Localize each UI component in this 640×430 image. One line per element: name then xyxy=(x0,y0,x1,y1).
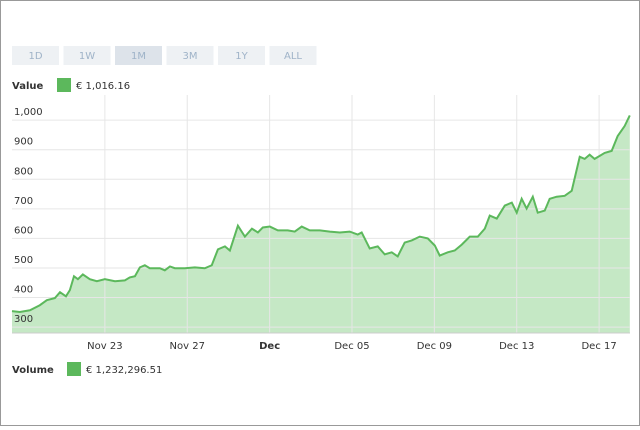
range-button[interactable] xyxy=(166,46,214,65)
x-tick-label: Nov 27 xyxy=(170,341,205,352)
range-button[interactable] xyxy=(63,46,111,65)
range-button-label[interactable]: 1Y xyxy=(235,51,248,62)
y-tick-label: 300 xyxy=(14,314,33,325)
value-line xyxy=(11,114,631,314)
range-button[interactable] xyxy=(12,46,59,65)
range-buttons: 1D 1W 1M 3M 1Y ALL xyxy=(12,46,317,65)
range-button-label[interactable]: 3M xyxy=(183,51,198,62)
plot: Nov 23 Nov 27 Dec Dec 05 Dec 09 Dec 13 Dec 17 3… xyxy=(11,95,631,352)
x-tick-label: Dec 09 xyxy=(417,341,452,352)
x-tick-label: Dec 17 xyxy=(581,341,616,352)
range-button-label[interactable]: 1W xyxy=(79,51,95,62)
value-swatch xyxy=(57,78,71,92)
y-tick-label: 1,000 xyxy=(14,107,43,118)
range-button-label[interactable]: ALL xyxy=(284,51,302,62)
range-button-label[interactable]: 1D xyxy=(28,51,42,62)
x-tick-label: Dec 05 xyxy=(334,341,369,352)
area-fill xyxy=(12,115,630,334)
x-tick-label: Dec xyxy=(259,341,280,352)
x-tick-label: Nov 23 xyxy=(87,341,122,352)
value-label: Value xyxy=(12,81,43,92)
x-tick-label: Dec 13 xyxy=(499,341,534,352)
range-button-label[interactable]: 1M xyxy=(131,51,146,62)
y-tick-label: 800 xyxy=(14,166,33,177)
range-button[interactable] xyxy=(115,46,162,65)
y-tick-label: 500 xyxy=(14,255,33,266)
volume-display: € 1,232,296.51 xyxy=(86,365,162,376)
y-tick-label: 600 xyxy=(14,225,33,236)
y-tick-label: 900 xyxy=(14,137,33,148)
range-button[interactable] xyxy=(218,46,265,65)
value-display: € 1,016.16 xyxy=(76,81,130,92)
volume-swatch xyxy=(67,362,81,376)
range-button[interactable] xyxy=(269,46,317,65)
volume-label: Volume xyxy=(12,365,54,376)
y-tick-label: 400 xyxy=(14,285,33,296)
y-tick-label: 700 xyxy=(14,196,33,207)
